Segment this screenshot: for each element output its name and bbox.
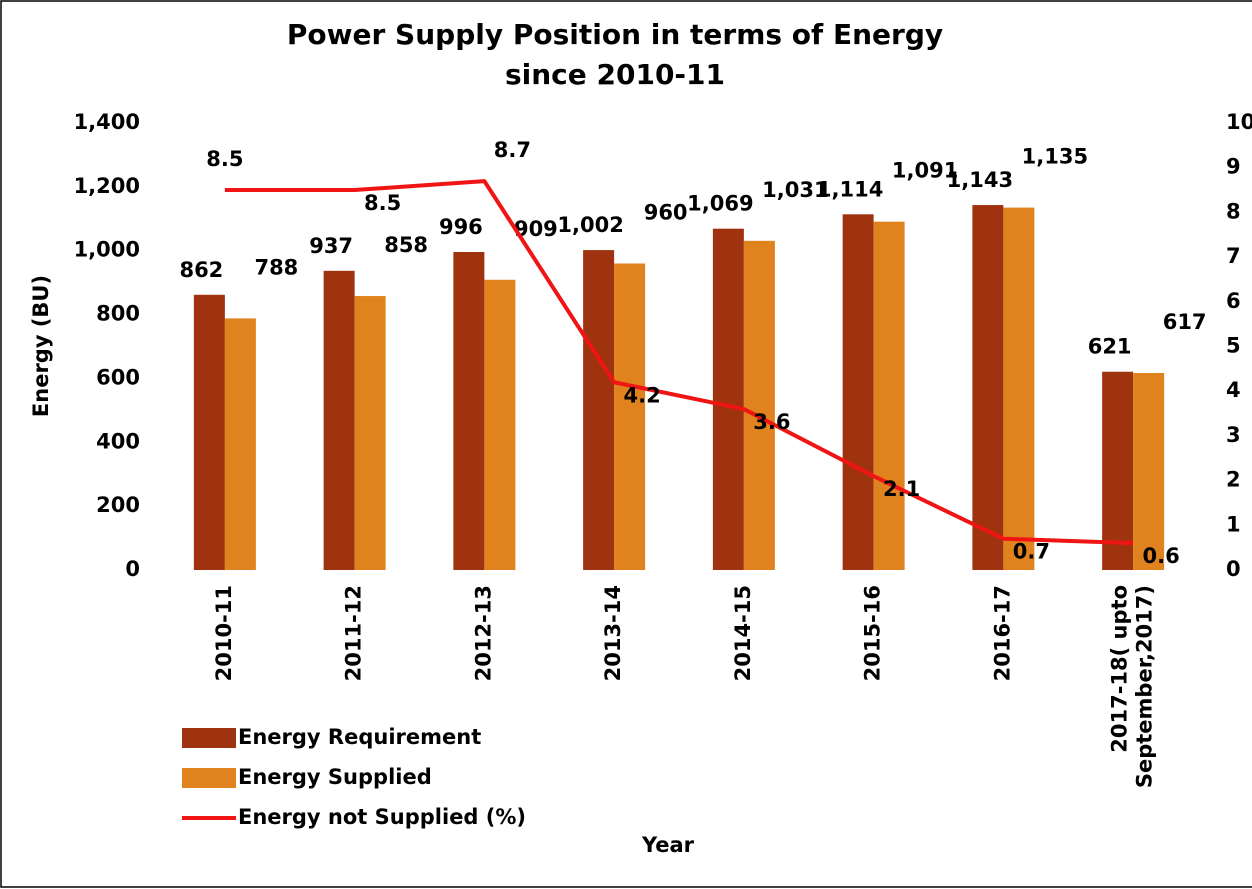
line-label: 2.1 bbox=[883, 477, 920, 501]
bar bbox=[873, 221, 905, 570]
bar bbox=[484, 279, 516, 570]
data-label: 621 bbox=[1088, 335, 1132, 359]
y2-tick-label: 3 bbox=[1226, 423, 1241, 447]
bar bbox=[583, 250, 615, 570]
bar bbox=[1003, 207, 1035, 570]
data-label: 960 bbox=[644, 200, 688, 224]
bar bbox=[712, 228, 744, 570]
legend-label: Energy Requirement bbox=[238, 725, 481, 749]
y2-tick-label: 9 bbox=[1226, 155, 1241, 179]
y-axis-label: Energy (BU) bbox=[29, 275, 53, 417]
bar bbox=[193, 294, 225, 570]
line-label: 8.5 bbox=[364, 191, 401, 215]
legend-label: Energy Supplied bbox=[238, 765, 432, 789]
data-label: 1,143 bbox=[947, 168, 1013, 192]
x-tick-label: 2014-15 bbox=[731, 585, 755, 681]
x-tick-label: 2016-17 bbox=[990, 585, 1014, 681]
chart-title: since 2010-11 bbox=[505, 58, 725, 91]
x-tick-label: 2017-18( uptoSeptember,2017) bbox=[1108, 585, 1157, 788]
y2-tick-label: 2 bbox=[1226, 468, 1241, 492]
data-label: 1,091 bbox=[892, 159, 958, 183]
x-tick-label: 2015-16 bbox=[861, 585, 885, 681]
data-label: 1,114 bbox=[817, 177, 883, 201]
line-label: 0.7 bbox=[1013, 540, 1050, 564]
bar bbox=[354, 296, 386, 570]
bar bbox=[224, 318, 256, 570]
y-tick-label: 400 bbox=[96, 429, 140, 453]
y2-tick-label: 1 bbox=[1226, 512, 1241, 536]
y-tick-label: 200 bbox=[96, 493, 140, 517]
bar bbox=[1133, 373, 1165, 570]
data-label: 1,069 bbox=[687, 192, 753, 216]
y2-tick-label: 0 bbox=[1226, 557, 1241, 581]
x-tick-label: 2013-14 bbox=[601, 585, 625, 681]
legend-label: Energy not Supplied (%) bbox=[238, 805, 526, 829]
line-label: 3.6 bbox=[753, 410, 790, 434]
data-label: 996 bbox=[439, 215, 483, 239]
y-tick-label: 600 bbox=[96, 365, 140, 389]
line-label: 4.2 bbox=[624, 383, 661, 407]
bar bbox=[453, 251, 485, 570]
bar bbox=[842, 214, 874, 570]
y2-tick-label: 6 bbox=[1226, 289, 1241, 313]
legend-swatch bbox=[182, 728, 236, 748]
data-label: 1,135 bbox=[1022, 145, 1088, 169]
data-label: 937 bbox=[309, 234, 353, 258]
x-tick-label: 2011-12 bbox=[342, 585, 366, 681]
y-tick-label: 0 bbox=[125, 557, 140, 581]
y-tick-label: 1,400 bbox=[74, 110, 140, 134]
data-label: 1,002 bbox=[557, 213, 623, 237]
bar bbox=[1102, 371, 1134, 570]
x-tick-label: 2012-13 bbox=[471, 585, 495, 681]
y-tick-label: 1,000 bbox=[74, 238, 140, 262]
x-axis-label: Year bbox=[641, 833, 695, 857]
line-label: 8.5 bbox=[206, 147, 243, 171]
data-label: 862 bbox=[179, 258, 223, 282]
bar bbox=[614, 263, 646, 570]
y2-tick-label: 8 bbox=[1226, 199, 1241, 223]
x-tick-label: 2010-11 bbox=[212, 585, 236, 681]
line-label: 0.6 bbox=[1143, 544, 1180, 568]
y-tick-label: 800 bbox=[96, 302, 140, 326]
y2-tick-label: 4 bbox=[1226, 378, 1241, 402]
y-tick-label: 1,200 bbox=[74, 174, 140, 198]
bar bbox=[972, 205, 1004, 570]
line-label: 8.7 bbox=[494, 138, 531, 162]
line bbox=[224, 179, 1134, 546]
data-label: 1,031 bbox=[762, 178, 828, 202]
y2-tick-label: 5 bbox=[1226, 334, 1241, 358]
data-label: 788 bbox=[254, 255, 298, 279]
legend-swatch bbox=[182, 768, 236, 788]
data-label: 858 bbox=[384, 233, 428, 257]
data-label: 617 bbox=[1163, 310, 1207, 334]
y2-tick-label: 10 bbox=[1226, 110, 1252, 134]
bar bbox=[743, 240, 775, 571]
bar bbox=[323, 270, 355, 570]
chart-title: Power Supply Position in terms of Energy bbox=[287, 18, 943, 51]
y2-tick-label: 7 bbox=[1226, 244, 1241, 268]
